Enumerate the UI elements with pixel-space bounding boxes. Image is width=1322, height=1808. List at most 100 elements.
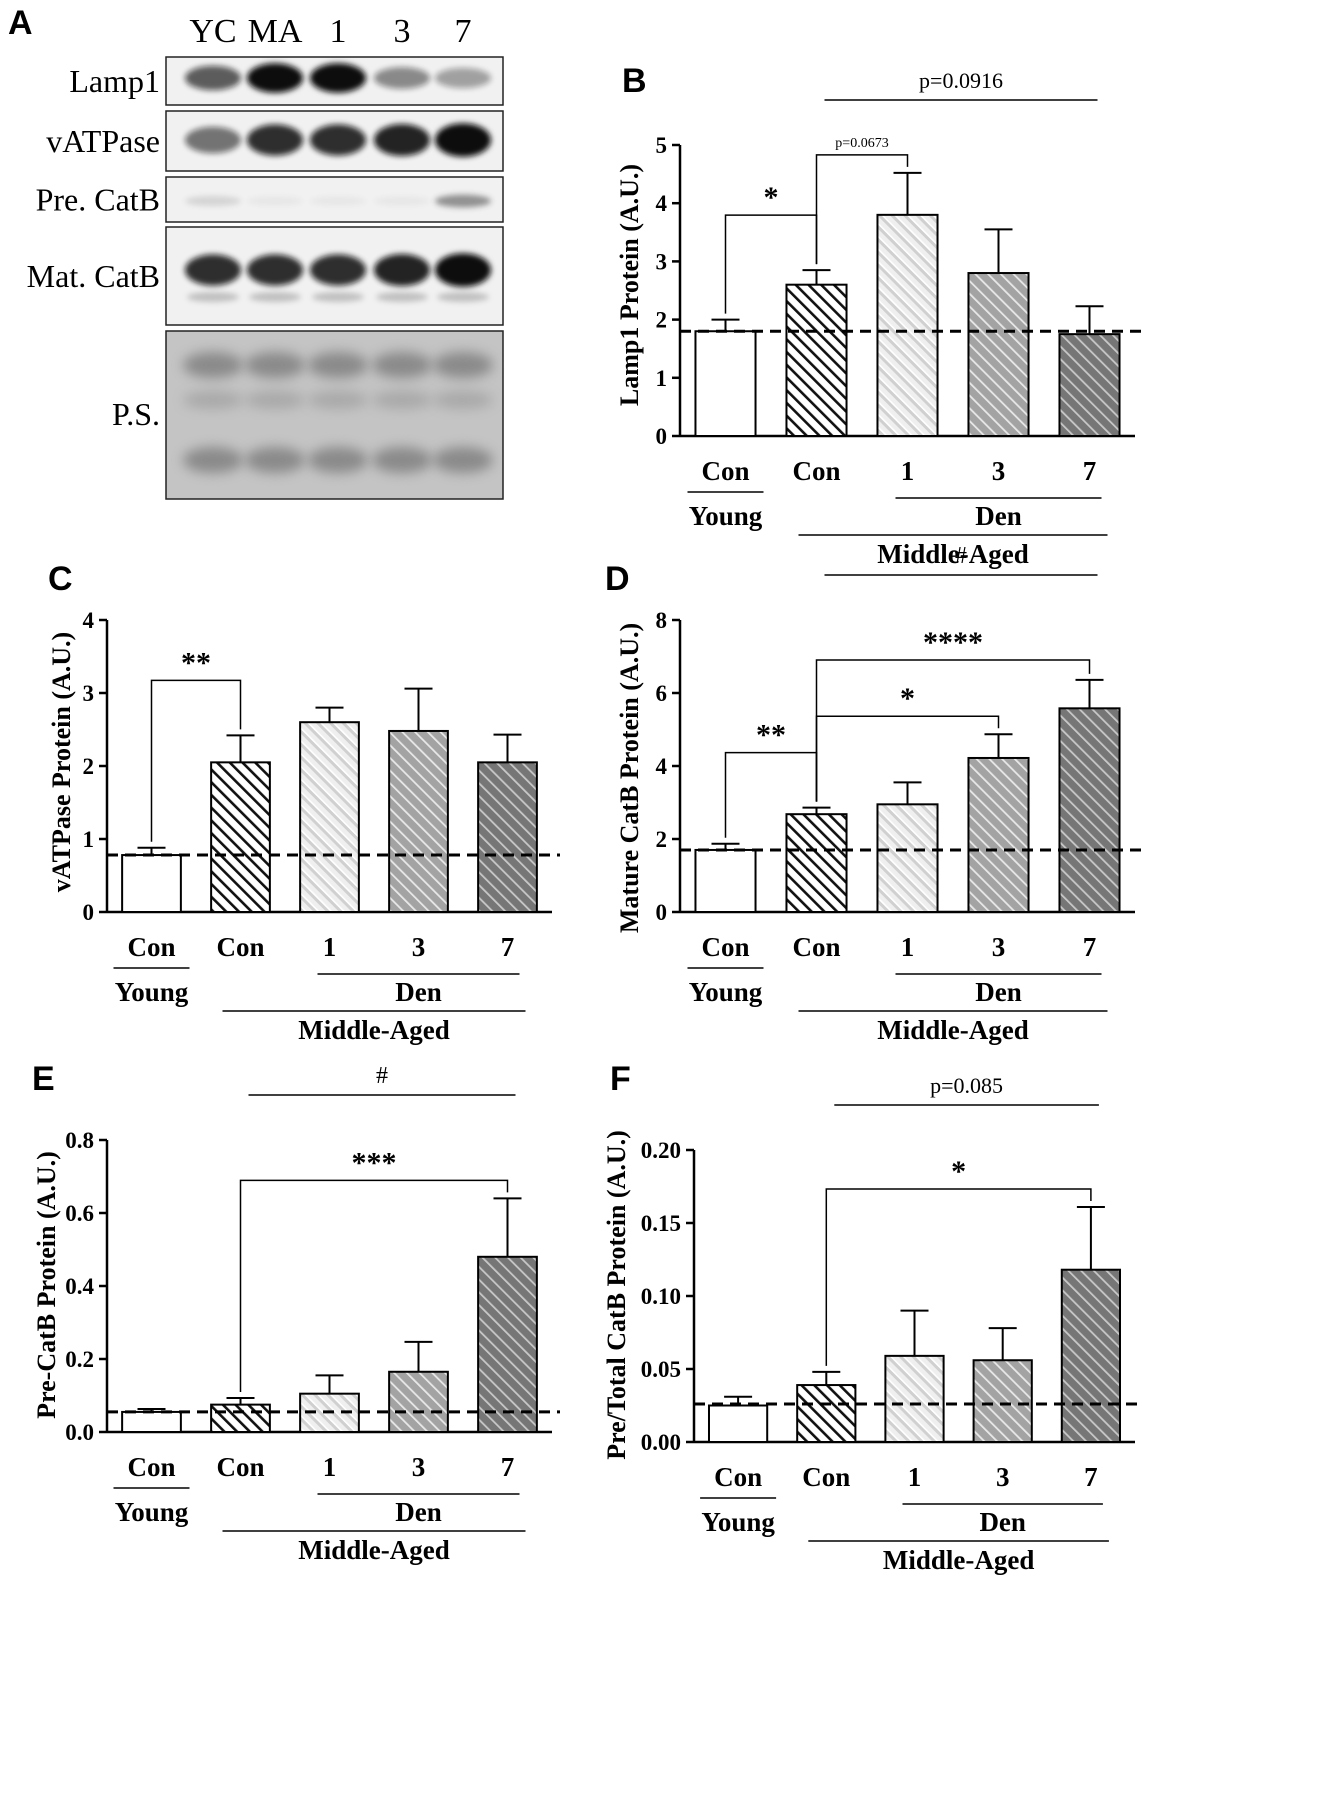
blot-band xyxy=(374,254,430,286)
den-label: Den xyxy=(395,977,442,1007)
den-label: Den xyxy=(975,977,1022,1007)
stain-band xyxy=(245,447,305,473)
bar xyxy=(477,761,538,913)
y-tick-label: 6 xyxy=(656,681,668,706)
bar xyxy=(210,761,271,913)
middle-aged-label: Middle-Aged xyxy=(883,1545,1035,1575)
stain-band xyxy=(372,391,432,409)
blot-band xyxy=(435,67,491,89)
x-tick-label: 3 xyxy=(412,1452,426,1482)
bar xyxy=(972,1359,1033,1443)
x-tick-label: Con xyxy=(216,932,264,962)
y-tick-label: 0.00 xyxy=(641,1430,681,1455)
panel-label-e: E xyxy=(32,1060,55,1098)
y-tick-label: 0.2 xyxy=(65,1347,94,1372)
chart-panel-b: 0 1 2 3 4 5 Lamp1 Protein (A.U.) Con Con 1 3 7 Young… xyxy=(615,68,1143,569)
significance-label: * xyxy=(764,181,779,214)
middle-aged-label: Middle-Aged xyxy=(877,539,1029,569)
stain-band xyxy=(245,352,305,378)
y-tick-label: 1 xyxy=(656,366,668,391)
bar xyxy=(785,813,848,913)
den-label: Den xyxy=(975,501,1022,531)
significance-bracket xyxy=(150,679,242,842)
stain-band xyxy=(433,391,493,409)
stain-band xyxy=(245,391,305,409)
blot-row-label: vATPase xyxy=(46,123,160,159)
blot-band xyxy=(247,196,303,206)
blot-band xyxy=(374,67,430,89)
bar xyxy=(694,330,757,437)
x-tick-label: Con xyxy=(127,932,175,962)
panel-label-a: A xyxy=(8,4,33,42)
blot-band xyxy=(247,254,303,286)
blot-band xyxy=(435,253,491,287)
y-tick-label: 0.4 xyxy=(65,1274,94,1299)
blot-band xyxy=(435,194,491,208)
x-tick-label: 3 xyxy=(992,456,1006,486)
bar xyxy=(876,213,939,437)
lane-label: 7 xyxy=(455,13,472,50)
young-label: Young xyxy=(701,1507,775,1537)
x-tick-label: 3 xyxy=(996,1462,1010,1492)
panel-label-c: C xyxy=(48,560,73,598)
x-tick-label: 7 xyxy=(1083,932,1097,962)
significance-bracket xyxy=(825,1188,1092,1366)
bar xyxy=(884,1354,945,1443)
blot-band xyxy=(247,124,303,156)
blot-band xyxy=(310,124,366,156)
blot-row-label: Pre. CatB xyxy=(36,182,160,218)
blot-band-faint xyxy=(437,292,489,302)
y-axis-label: Pre/Total CatB Protein (A.U.) xyxy=(602,1130,631,1460)
x-tick-label: 3 xyxy=(412,932,426,962)
y-tick-label: 4 xyxy=(83,608,95,633)
bar xyxy=(694,848,757,914)
blot-band xyxy=(247,63,303,93)
lane-label: MA xyxy=(248,13,303,50)
x-tick-label: Con xyxy=(714,1462,762,1492)
y-axis-label: Lamp1 Protein (A.U.) xyxy=(615,164,644,406)
significance-label: * xyxy=(951,1155,966,1188)
lane-label: 1 xyxy=(330,13,347,50)
y-tick-label: 2 xyxy=(83,754,95,779)
panel-label-d: D xyxy=(605,560,630,598)
middle-aged-label: Middle-Aged xyxy=(298,1535,450,1565)
blot-row-label: Lamp1 xyxy=(69,63,160,99)
y-tick-label: 1 xyxy=(83,827,95,852)
x-tick-label: 1 xyxy=(323,932,337,962)
y-tick-label: 2 xyxy=(656,827,668,852)
y-tick-label: 0.6 xyxy=(65,1201,94,1226)
blot-band xyxy=(374,196,430,206)
bar-charts: 0 1 2 3 4 5 Lamp1 Protein (A.U.) Con Con 1 3 7 Young… xyxy=(32,68,1143,1575)
young-label: Young xyxy=(115,1497,189,1527)
x-tick-label: Con xyxy=(802,1462,850,1492)
lane-label: 3 xyxy=(394,13,411,50)
young-label: Young xyxy=(689,977,763,1007)
y-tick-label: 0.05 xyxy=(641,1357,681,1382)
blot-band xyxy=(310,63,366,93)
stain-band xyxy=(372,447,432,473)
x-tick-label: Con xyxy=(216,1452,264,1482)
y-axis-label: vATPase Protein (A.U.) xyxy=(47,632,76,892)
significance-bracket xyxy=(815,659,1091,802)
panel-label-f: F xyxy=(610,1060,631,1098)
significance-label: p=0.0673 xyxy=(835,136,888,151)
stain-band xyxy=(308,391,368,409)
blot-band xyxy=(310,196,366,206)
stain-band xyxy=(308,352,368,378)
bar xyxy=(1058,707,1121,914)
y-tick-label: 8 xyxy=(656,608,668,633)
blot-band xyxy=(185,126,241,154)
x-tick-label: 7 xyxy=(501,932,515,962)
significance-label: *** xyxy=(352,1146,397,1179)
x-tick-label: 1 xyxy=(908,1462,922,1492)
significance-label: ** xyxy=(756,719,786,752)
chart-panel-c: 0 1 2 3 4 vATPase Protein (A.U.) Con Con 1 3 7 Youn… xyxy=(47,608,560,1045)
blot-band xyxy=(310,254,366,286)
blot-row-label: P.S. xyxy=(112,396,160,432)
significance-label: * xyxy=(900,682,915,715)
y-tick-label: 0 xyxy=(656,424,668,449)
y-tick-label: 0.0 xyxy=(65,1420,94,1445)
y-axis-label: Mature CatB Protein (A.U.) xyxy=(615,623,644,933)
x-tick-label: Con xyxy=(792,932,840,962)
